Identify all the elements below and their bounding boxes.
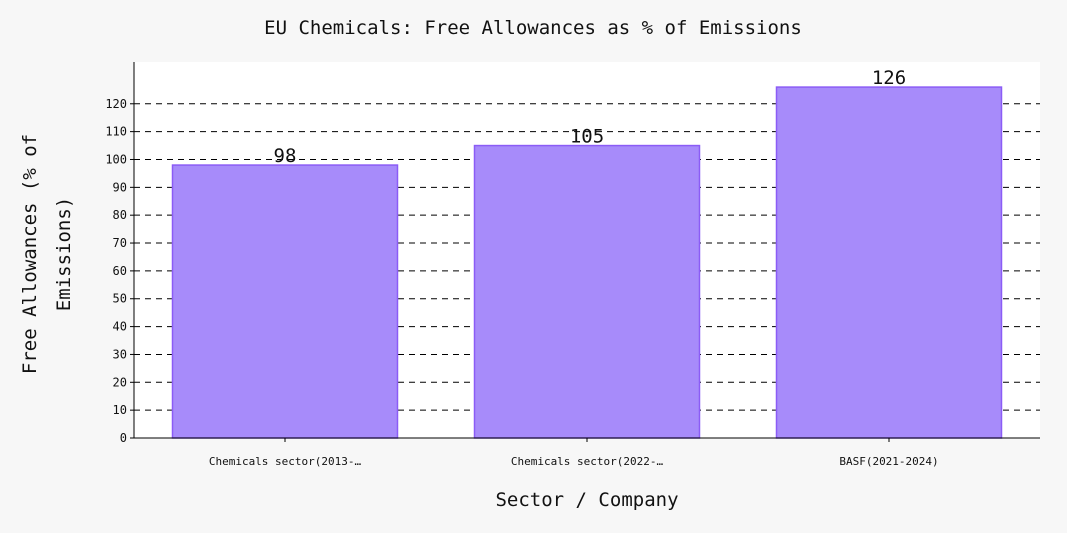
y-tick-label: 50: [113, 292, 127, 306]
bar: [171, 164, 399, 439]
y-tick-label: 120: [105, 97, 127, 111]
x-axis-title: Sector / Company: [495, 489, 678, 511]
data-labels: 98 105 126: [274, 67, 907, 167]
x-tick-label: Chemicals sector(2013-…: [209, 455, 362, 468]
y-tick-label: 0: [120, 431, 127, 445]
bars: [171, 86, 1003, 439]
y-tick-label: 10: [113, 403, 127, 417]
y-tick-label: 70: [113, 236, 127, 250]
y-axis-title-line-1: Free Allowances (% of: [19, 134, 41, 374]
chart-title: EU Chemicals: Free Allowances as % of Em…: [264, 17, 802, 39]
y-tick-label: 110: [105, 125, 127, 139]
y-tick-label: 60: [113, 264, 127, 278]
data-label: 126: [872, 67, 906, 89]
y-tick-labels: 0 10 20 30 40 50 60 70 80 90 100 110 120: [105, 97, 134, 445]
y-axis-title-line-2: Emissions): [53, 197, 75, 311]
y-tick-label: 20: [113, 375, 127, 389]
y-tick-label: 100: [105, 152, 127, 166]
data-label: 105: [570, 126, 604, 148]
y-tick-label: 80: [113, 208, 127, 222]
y-tick-label: 40: [113, 320, 127, 334]
x-tick-labels: Chemicals sector(2013-… Chemicals sector(…: [209, 438, 939, 468]
y-tick-label: 90: [113, 180, 127, 194]
x-tick-label: Chemicals sector(2022-…: [511, 455, 664, 468]
y-tick-label: 30: [113, 347, 127, 361]
bar: [473, 144, 701, 439]
data-label: 98: [274, 145, 297, 167]
x-tick-label: BASF(2021-2024): [839, 455, 938, 468]
bar: [775, 86, 1003, 439]
